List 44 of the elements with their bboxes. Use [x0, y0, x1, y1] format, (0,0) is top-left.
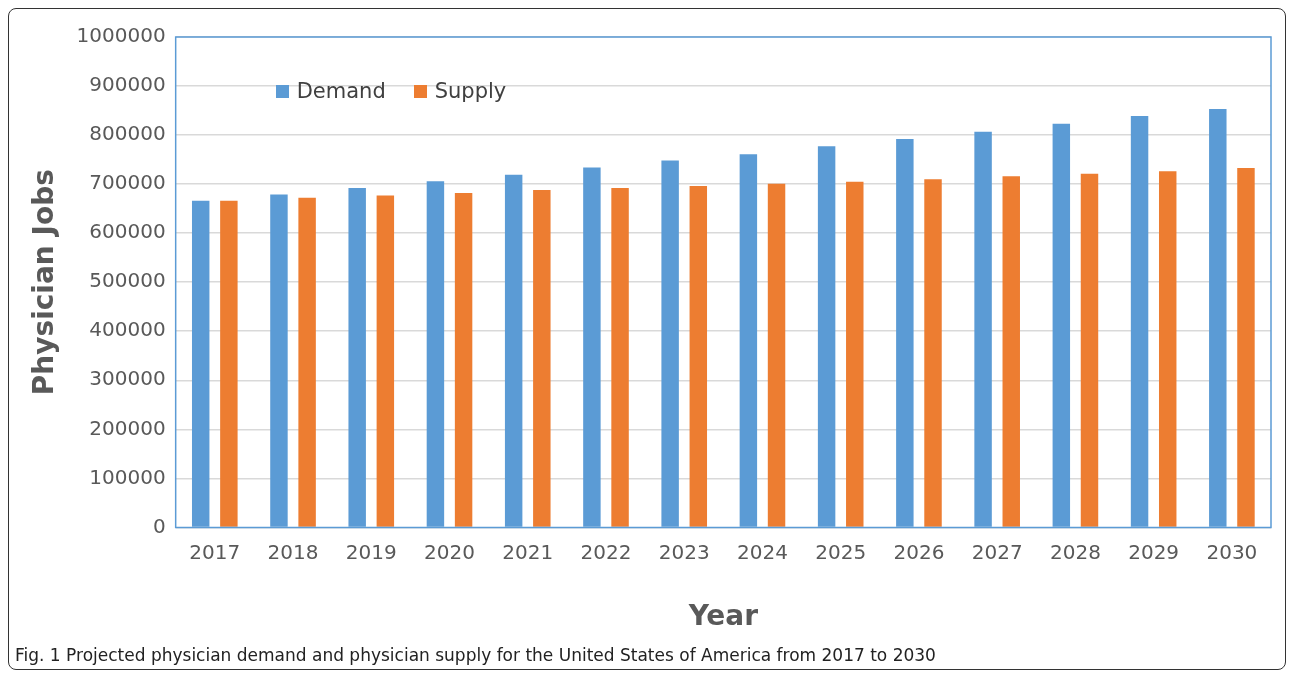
legend-label: Demand [295, 79, 386, 103]
y-tick-label: 0 [152, 513, 166, 538]
bar [611, 188, 629, 527]
y-tick-label: 700000 [89, 170, 166, 195]
bar [376, 195, 395, 527]
y-tick-label: 600000 [89, 219, 166, 244]
x-axis-title: Year [687, 599, 759, 633]
x-tick-label: 2025 [815, 539, 867, 564]
bar [533, 190, 551, 527]
y-tick-label: 200000 [89, 415, 166, 440]
x-tick-label: 2026 [893, 539, 945, 564]
y-tick-label: 500000 [89, 268, 166, 293]
bar [1002, 176, 1020, 527]
bar [298, 197, 316, 527]
x-tick-label: 2029 [1128, 539, 1180, 564]
y-tick-label: 100000 [89, 464, 166, 489]
bar [767, 183, 786, 527]
bar [1080, 173, 1099, 527]
bar [924, 179, 942, 527]
x-tick-label: 2020 [424, 539, 475, 564]
bar [454, 192, 473, 527]
x-tick-label: 2030 [1206, 539, 1258, 564]
bar [689, 186, 708, 527]
x-tick-label: 2022 [580, 539, 632, 564]
x-tick-label: 2024 [737, 539, 788, 564]
x-tick-label: 2023 [658, 539, 710, 564]
y-tick-label: 300000 [89, 366, 166, 391]
bar [220, 200, 238, 527]
bar [1237, 167, 1255, 527]
x-tick-label: 2028 [1049, 539, 1101, 564]
y-tick-label: 900000 [89, 72, 166, 97]
y-tick-label: 400000 [89, 317, 166, 342]
legend-label: Supply [433, 79, 507, 103]
x-tick-label: 2027 [971, 539, 1023, 564]
x-tick-label: 2017 [189, 539, 241, 564]
y-axis-title: Physician Jobs [27, 169, 61, 396]
y-tick-label: 800000 [89, 121, 166, 146]
bar [1158, 171, 1177, 527]
y-tick-label: 1000000 [76, 23, 166, 48]
x-tick-label: 2021 [502, 539, 554, 564]
bar [846, 181, 864, 527]
x-tick-label: 2018 [267, 539, 319, 564]
caption: Fig. 1 Projected physician demand and physician supply for the United States of America from 2017 to 2030 [15, 645, 936, 665]
x-tick-label: 2019 [345, 539, 397, 564]
